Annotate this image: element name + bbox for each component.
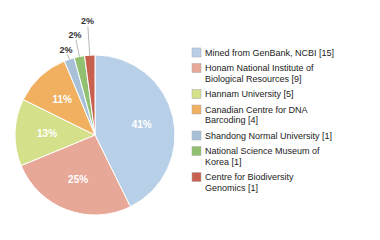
legend-label-line: National Science Museum of bbox=[205, 146, 320, 156]
pie-slice bbox=[74, 56, 95, 135]
legend-label-line: Barcoding [4] bbox=[205, 115, 258, 125]
data-label: 2% bbox=[81, 16, 94, 26]
legend-swatch bbox=[192, 131, 201, 140]
legend-label-line: Genomics [1] bbox=[205, 183, 258, 193]
legend-label: Shandong Normal University [1] bbox=[205, 131, 332, 141]
legend-label-line: Honam National Institute of bbox=[205, 63, 314, 73]
legend-label-line: Hannam University [5] bbox=[205, 89, 294, 99]
pie: 41% 25% 13% 11% 2% 2% 2% bbox=[15, 16, 175, 215]
data-label: 25% bbox=[68, 174, 88, 185]
legend-label: National Science Museum ofKorea [1] bbox=[205, 146, 320, 167]
legend: Mined from GenBank, NCBI [15] Honam Natio… bbox=[192, 48, 334, 193]
legend-label: Canadian Centre for DNABarcoding [4] bbox=[205, 105, 308, 126]
leader-line bbox=[88, 26, 90, 55]
legend-swatch bbox=[192, 64, 201, 73]
legend-swatch bbox=[192, 48, 201, 57]
data-label: 41% bbox=[132, 119, 152, 130]
leader-line bbox=[68, 55, 70, 60]
data-label: 2% bbox=[60, 45, 73, 55]
pie-slice bbox=[85, 55, 95, 135]
legend-label-line: Canadian Centre for DNA bbox=[205, 105, 308, 115]
data-label: 2% bbox=[69, 30, 82, 40]
legend-label-line: Shandong Normal University [1] bbox=[205, 131, 332, 141]
legend-label: Hannam University [5] bbox=[205, 89, 294, 99]
data-label: 11% bbox=[52, 94, 72, 105]
legend-label: Centre for BiodiversityGenomics [1] bbox=[205, 172, 294, 193]
chart: 41% 25% 13% 11% 2% 2% 2% Mined from GenBank, NC… bbox=[0, 0, 380, 240]
legend-label: Mined from GenBank, NCBI [15] bbox=[205, 48, 334, 58]
legend-label-line: Korea [1] bbox=[205, 157, 242, 167]
legend-swatch bbox=[192, 173, 201, 182]
legend-label: Honam National Institute ofBiological Re… bbox=[205, 63, 314, 84]
legend-swatch bbox=[192, 90, 201, 99]
legend-label-line: Mined from GenBank, NCBI [15] bbox=[205, 48, 334, 58]
data-label: 13% bbox=[37, 128, 57, 139]
leader-line bbox=[76, 40, 79, 57]
legend-swatch bbox=[192, 147, 201, 156]
legend-swatch bbox=[192, 105, 201, 114]
legend-label-line: Biological Resources [9] bbox=[205, 74, 302, 84]
legend-label-line: Centre for Biodiversity bbox=[205, 172, 294, 182]
